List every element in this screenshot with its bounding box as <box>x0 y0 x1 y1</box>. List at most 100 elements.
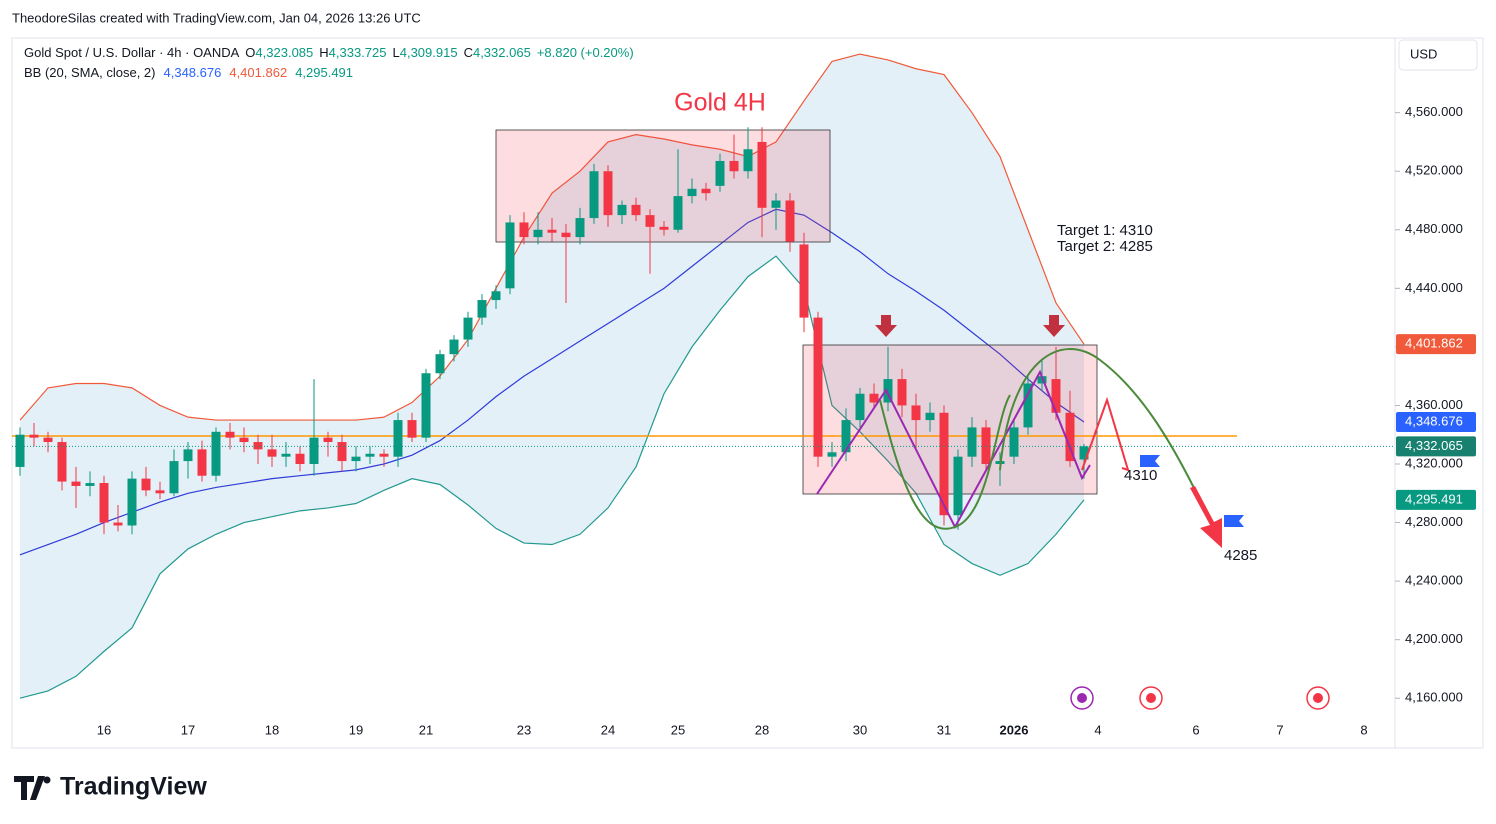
x-tick-label: 25 <box>671 722 685 737</box>
candle-body <box>575 218 585 238</box>
price-tag-label: 4,332.065 <box>1405 438 1463 453</box>
candle-body <box>967 427 977 457</box>
indicator-value: 4,401.862 <box>229 65 287 80</box>
x-tick-label: 28 <box>755 722 769 737</box>
price-tag-label: 4,295.491 <box>1405 491 1463 506</box>
y-tick-label: 4,360.000 <box>1405 397 1463 412</box>
candle-body <box>869 393 879 403</box>
y-tick-label: 4,280.000 <box>1405 514 1463 529</box>
ohlc-label: C <box>464 45 473 60</box>
candle-body <box>533 229 543 238</box>
candle-body <box>253 442 263 450</box>
x-tick-label: 17 <box>181 722 195 737</box>
band-fill <box>20 54 1084 699</box>
x-tick-label: 30 <box>853 722 867 737</box>
candle-body <box>981 427 991 464</box>
x-tick-label: 8 <box>1360 722 1367 737</box>
arc-curve <box>999 348 1196 491</box>
candle-body <box>57 442 67 482</box>
candle-body <box>351 456 361 462</box>
candle-body <box>113 522 123 526</box>
candle-body <box>757 141 767 208</box>
zone-box <box>802 344 1098 495</box>
candle-body <box>323 437 333 443</box>
x-tick-label: 7 <box>1276 722 1283 737</box>
candle-body <box>491 291 501 301</box>
candle-body <box>953 456 963 516</box>
drawings-top <box>12 315 1395 710</box>
price-tag <box>1396 436 1476 457</box>
x-tick-label: 16 <box>97 722 111 737</box>
candle-body <box>561 232 571 238</box>
candle-body <box>729 160 739 172</box>
target-label-2: 4285 <box>1224 547 1257 564</box>
currency: USD <box>1410 46 1437 61</box>
brand-logo <box>14 776 51 800</box>
x-tick-label: 19 <box>349 722 363 737</box>
candle-body <box>883 379 893 403</box>
candle-body <box>407 420 417 438</box>
candle-body <box>225 431 235 438</box>
y-tick-label: 4,480.000 <box>1405 221 1463 236</box>
candle-body <box>505 222 515 289</box>
currency-button[interactable] <box>1398 39 1478 71</box>
candle-body <box>911 405 921 421</box>
brand: TradingView <box>60 773 207 801</box>
candle-body <box>799 244 809 318</box>
x-tick-label: 23 <box>517 722 531 737</box>
band-line <box>19 255 1085 699</box>
indicator-name: BB (20, SMA, close, 2) <box>24 65 156 80</box>
candle-body <box>393 420 403 457</box>
target-2: Target 2: 4285 <box>1057 238 1153 255</box>
candle-body <box>743 149 753 172</box>
target-1: Target 1: 4310 <box>1057 222 1153 239</box>
candle-body <box>155 490 165 494</box>
event-icon-dot <box>1077 693 1087 703</box>
y-tick-label: 4,440.000 <box>1405 280 1463 295</box>
zone-box <box>495 129 831 243</box>
x-tick-label: 2026 <box>1000 722 1029 737</box>
candle-body <box>687 188 697 197</box>
candle-body <box>701 188 711 194</box>
candle-body <box>1065 412 1075 462</box>
candle-body <box>281 453 291 457</box>
candle-body <box>183 449 193 462</box>
symbol: Gold Spot / U.S. Dollar · 4h · OANDA <box>24 45 240 60</box>
x-tick-label: 21 <box>419 722 433 737</box>
candle-body <box>85 483 95 486</box>
candle-body <box>547 229 557 233</box>
candle-body <box>197 449 207 476</box>
candle-body <box>421 373 431 438</box>
candle-body <box>1051 379 1061 413</box>
candle-body <box>141 478 151 491</box>
candle-body <box>645 215 655 227</box>
y-tick-label: 4,560.000 <box>1405 104 1463 119</box>
x-tick-label: 31 <box>937 722 951 737</box>
candle-body <box>589 171 599 219</box>
candle-body <box>659 226 669 230</box>
event-icon-dot <box>1146 693 1156 703</box>
candle-body <box>813 317 823 457</box>
price-tag-label: 4,348.676 <box>1405 413 1463 428</box>
candle-body <box>715 160 725 186</box>
candle-body <box>99 483 109 523</box>
candle-body <box>463 317 473 340</box>
candle-body <box>15 434 25 467</box>
y-tick-label: 4,160.000 <box>1405 690 1463 705</box>
band-line <box>19 53 1085 421</box>
flag <box>1140 455 1160 467</box>
candle-body <box>1023 383 1033 428</box>
y-tick-label: 4,520.000 <box>1405 163 1463 178</box>
ohlc-value: 4,323.085 <box>255 45 313 60</box>
ohlc-label: H <box>319 45 328 60</box>
y-tick-label: 4,200.000 <box>1405 631 1463 646</box>
projection <box>1081 396 1130 472</box>
candle-body <box>785 200 795 242</box>
candle-body <box>519 222 529 238</box>
candle-body <box>617 204 627 216</box>
candle-body <box>939 412 949 516</box>
price-tag <box>1396 412 1476 433</box>
candle-body <box>365 453 375 457</box>
change: +8.820 (+0.20%) <box>537 45 634 60</box>
